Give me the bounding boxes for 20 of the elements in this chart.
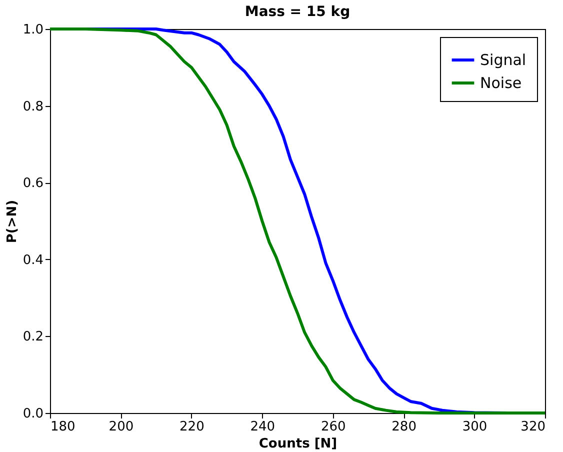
- x-tick-label: 300: [462, 420, 488, 434]
- y-tick-label: 0.0: [22, 406, 44, 422]
- legend-label: Signal: [480, 51, 526, 69]
- x-tick-label: 200: [108, 420, 134, 434]
- x-tick-label: 280: [392, 420, 416, 434]
- legend-label: Noise: [480, 74, 522, 92]
- y-tick-label: 0.4: [22, 252, 44, 268]
- x-tick-label: 180: [50, 420, 76, 434]
- line-series: [48, 28, 546, 414]
- y-tick-label: 0.2: [22, 330, 44, 345]
- chart-title: Mass = 15 kg: [244, 4, 350, 20]
- x-axis-title: Counts [N]: [258, 436, 338, 452]
- y-axis-title: P(>N): [4, 200, 20, 244]
- y-tick-label: 0.6: [22, 176, 44, 192]
- y-tick-label: 1.0: [22, 22, 44, 38]
- x-tick-label: 240: [250, 420, 276, 434]
- x-tick-label: 220: [180, 420, 204, 434]
- x-tick-label: 260: [320, 420, 346, 434]
- y-tick-label: 0.8: [22, 99, 44, 114]
- x-tick-label: 320: [520, 420, 546, 434]
